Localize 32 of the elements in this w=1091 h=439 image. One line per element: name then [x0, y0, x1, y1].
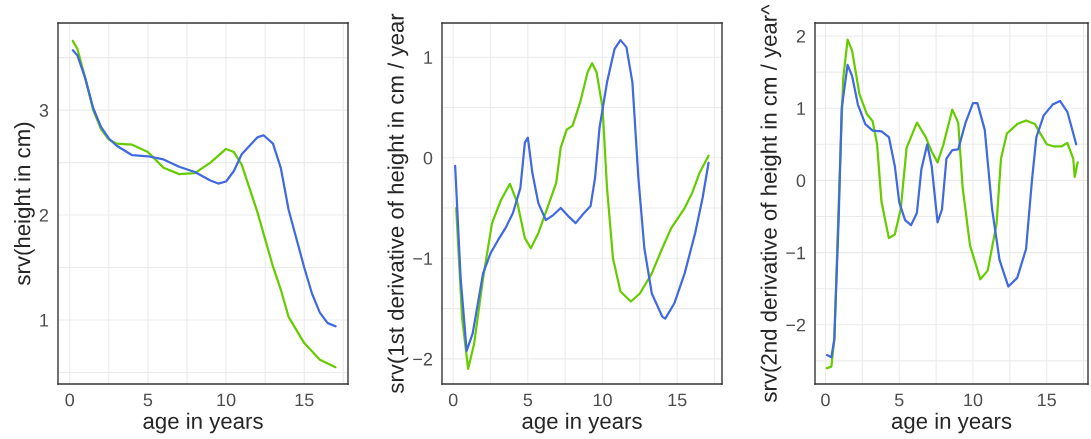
- x-tick-label: 5: [523, 393, 533, 407]
- line-series: [71, 39, 337, 369]
- y-tick-label: 3: [39, 104, 49, 117]
- x-tick-label: 0: [448, 393, 458, 407]
- y-tick-label: 0: [423, 151, 433, 165]
- y-tick-label: 2: [796, 29, 806, 43]
- line-series: [71, 49, 337, 328]
- y-tick-label: −2: [786, 318, 806, 332]
- x-tick-label: 5: [894, 393, 904, 407]
- x-axis-title: age in years: [891, 412, 1012, 434]
- y-tick-label: −1: [413, 252, 433, 265]
- x-tick-label: 10: [964, 393, 983, 407]
- y-tick-label: −1: [786, 246, 806, 260]
- x-tick-label: 15: [668, 393, 687, 407]
- x-axis-title: age in years: [143, 412, 263, 434]
- y-tick-label: 1: [40, 314, 49, 327]
- x-tick-label: 10: [593, 393, 612, 407]
- y-tick-label: 0: [796, 174, 806, 188]
- y-axis-title: srv(height in cm): [14, 122, 35, 285]
- x-tick-label: 0: [821, 393, 830, 407]
- x-tick-label: 10: [217, 393, 236, 407]
- x-tick-label: 15: [295, 393, 314, 407]
- y-tick-label: −2: [413, 352, 433, 366]
- y-axis-title: srv(1st derivative of height in cm / year: [387, 13, 409, 394]
- x-tick-label: 5: [143, 393, 153, 407]
- y-axis-title: srv(2nd derivative of height in cm / year^: [760, 4, 782, 402]
- x-axis-title: age in years: [522, 412, 642, 434]
- x-tick-label: 15: [1038, 393, 1056, 407]
- x-tick-label: 0: [65, 393, 75, 407]
- y-tick-label: 1: [797, 102, 806, 115]
- y-tick-label: 1: [424, 51, 433, 64]
- y-tick-label: 2: [39, 208, 49, 222]
